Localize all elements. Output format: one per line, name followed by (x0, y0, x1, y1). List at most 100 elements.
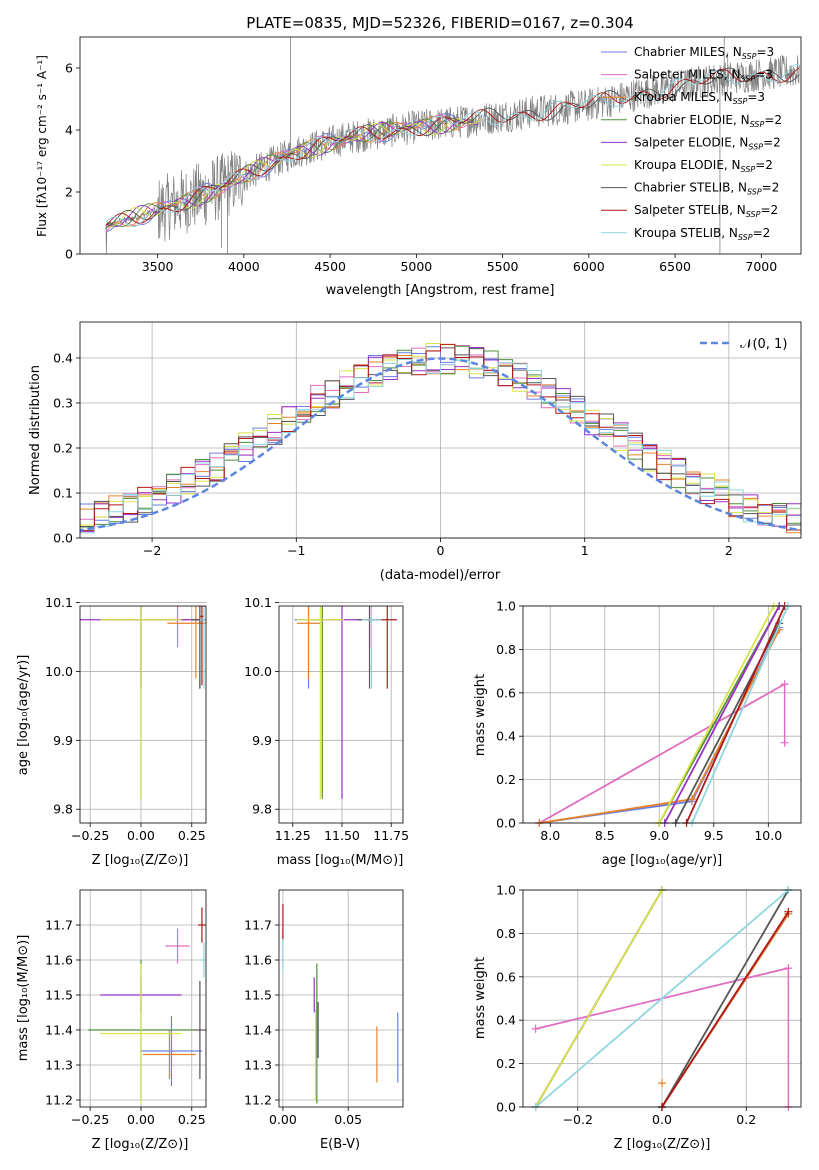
mass-weight-vs-Z-panel: −0.2 0.0 0.2 0.0 0.2 0.4 0.6 0.8 1.0 Z [log₁₀(Z/… (473, 883, 802, 1152)
weight-line-chabrier-stelib (661, 889, 790, 1108)
x-tick-label: 0.05 (334, 1112, 362, 1127)
y-tick-label: 0.8 (496, 926, 516, 941)
residuals-panel: −2 −1 0 1 2 0.0 0.1 0.2 0.3 0.4 (data-model)/erro… (28, 321, 802, 583)
age-vs-Z-xlabel: Z [log₁₀(Z/Z⊙)] (92, 853, 189, 868)
y-tick-label: 11.7 (244, 918, 272, 933)
legend-label-text: Chabrier ELODIE, N (634, 113, 750, 127)
plot-frame (79, 36, 802, 255)
x-tick-label: 11.50 (324, 828, 360, 843)
x-tick-label: 0.00 (269, 1112, 297, 1127)
legend-entry-label: Kroupa STELIB, NSSP=2 (634, 226, 770, 242)
y-tick-label: 0.2 (53, 441, 73, 456)
y-tick-label: 11.2 (244, 1093, 272, 1108)
legend-label-subscript: SSP (741, 75, 756, 84)
error-bars (294, 606, 398, 799)
y-tick-label: 9.8 (53, 802, 73, 817)
spectrum-ylabel: Flux [fλ10⁻¹⁷ erg cm⁻² s⁻¹ A⁻¹] (35, 55, 49, 237)
x-tick-label: 8.5 (595, 828, 615, 843)
residual-histogram-kroupa-stelib (80, 358, 801, 534)
legend-label-suffix: =2 (764, 113, 782, 127)
legend-label-subscript: SSP (741, 165, 756, 174)
age-vs-mass-plot: 11.25 11.50 11.75 9.8 9.9 10.0 10.1 (244, 595, 409, 843)
weight-line-salpeter-stelib (685, 605, 786, 824)
y-tick-label: 10.0 (45, 664, 73, 679)
y-tick-label: 1.0 (496, 599, 516, 614)
weight-line-salpeter-miles (538, 683, 786, 824)
legend-entry-label: Salpeter MILES, NSSP=3 (634, 68, 773, 84)
mass-weight-vs-Z-ylabel: mass weight (473, 957, 488, 1039)
error-bars (80, 606, 206, 799)
x-tick-label: 6000 (573, 259, 605, 274)
legend-entry-label: Kroupa ELODIE, NSSP=2 (634, 158, 773, 174)
x-tick-label: 0.25 (178, 1112, 206, 1127)
x-tick-label: 4500 (314, 259, 346, 274)
x-tick-label: −0.2 (563, 1112, 593, 1127)
x-tick-label: 10.0 (754, 828, 782, 843)
y-tick-label: 0 (65, 247, 73, 262)
legend-label-text: Kroupa STELIB, N (634, 226, 738, 240)
y-tick-label: 11.3 (244, 1058, 272, 1073)
mass-weight-vs-age-ylabel: mass weight (473, 674, 488, 756)
mass-weight-vs-age-xlabel: age [log₁₀(age/yr)] (602, 853, 723, 868)
error-bars (88, 907, 206, 1104)
legend-entry-label: Chabrier MILES, NSSP=3 (634, 45, 774, 61)
legend-label-text: Chabrier STELIB, N (634, 181, 747, 195)
y-tick-label: 11.4 (244, 1023, 272, 1038)
mass-vs-Z-xlabel: Z [log₁₀(Z/Z⊙)] (92, 1137, 189, 1152)
y-tick-label: 0.6 (496, 685, 516, 700)
legend-label-suffix: =2 (760, 203, 778, 217)
weight-lines (531, 886, 793, 1111)
legend-label-subscript: SSP (742, 52, 757, 61)
y-tick-label: 0.2 (496, 772, 516, 787)
y-tick-label: 0.3 (53, 396, 73, 411)
y-tick-label: 11.6 (244, 953, 272, 968)
mass-weight-vs-age-panel: 8.0 8.5 9.0 9.5 10.0 0.0 0.2 0.4 0.6 0.8 1.0 age [… (473, 599, 802, 868)
x-tick-label: 3500 (142, 259, 174, 274)
x-tick-label: 7000 (745, 259, 777, 274)
legend-entry-label: Chabrier STELIB, NSSP=2 (634, 181, 779, 197)
y-tick-label: 11.4 (45, 1023, 73, 1038)
model-spectrum-chabrier-stelib (105, 67, 800, 228)
model-spectrum-salpeter-miles (105, 114, 469, 233)
legend-label-text: Chabrier MILES, N (634, 45, 742, 59)
weight-line-kroupa-elodie (534, 889, 663, 1108)
y-tick-label: 0.6 (496, 969, 516, 984)
y-tick-label: 11.2 (45, 1093, 73, 1108)
legend-label-subscript: SSP (748, 142, 763, 151)
y-tick-label: 11.3 (45, 1058, 73, 1073)
observed-spectrum-line (105, 54, 800, 254)
y-tick-label: 1.0 (496, 883, 516, 898)
y-tick-label: 10.1 (45, 595, 73, 610)
legend-label-text: Kroupa MILES, N (634, 90, 733, 104)
figure-title: PLATE=0835, MJD=52326, FIBERID=0167, z=0… (246, 14, 633, 32)
residuals-plot: −2 −1 0 1 2 0.0 0.1 0.2 0.3 0.4 (53, 321, 802, 558)
weight-line-kroupa-stelib (535, 889, 789, 1108)
plot-frame (278, 605, 404, 824)
y-tick-label: 11.5 (244, 988, 272, 1003)
legend-label-text: Salpeter MILES, N (634, 68, 741, 82)
x-tick-label: 8.0 (540, 828, 560, 843)
plot-frame (79, 605, 207, 824)
y-tick-label: 0.0 (496, 1100, 516, 1115)
age-vs-Z-plot: −0.25 0.00 0.25 9.8 9.9 10.0 10.1 (45, 595, 207, 843)
x-tick-label: 0 (437, 543, 445, 558)
x-tick-label: −0.25 (71, 1112, 109, 1127)
x-tick-label: 0.0 (652, 1112, 672, 1127)
mass-vs-Z-plot: −0.25 0.00 0.25 11.2 11.3 11.4 11.5 11.6 11.7 (45, 889, 207, 1127)
y-tick-label: 4 (65, 123, 73, 138)
weight-extra-marker (658, 1079, 666, 1088)
residual-histograms (80, 343, 801, 534)
x-tick-label: 0.2 (736, 1112, 756, 1127)
weight-line-salpeter-stelib (661, 911, 790, 1108)
plot-frame (79, 889, 207, 1108)
plot-frame (278, 889, 404, 1108)
x-tick-label: 0.00 (127, 828, 155, 843)
model-spectrum-kroupa-stelib (105, 63, 800, 228)
y-tick-label: 0.4 (496, 729, 516, 744)
legend-label-subscript: SSP (746, 210, 761, 219)
weight-line-kroupa-elodie (658, 605, 775, 824)
y-tick-label: 0.0 (496, 816, 516, 831)
legend-label-suffix: =2 (762, 181, 780, 195)
